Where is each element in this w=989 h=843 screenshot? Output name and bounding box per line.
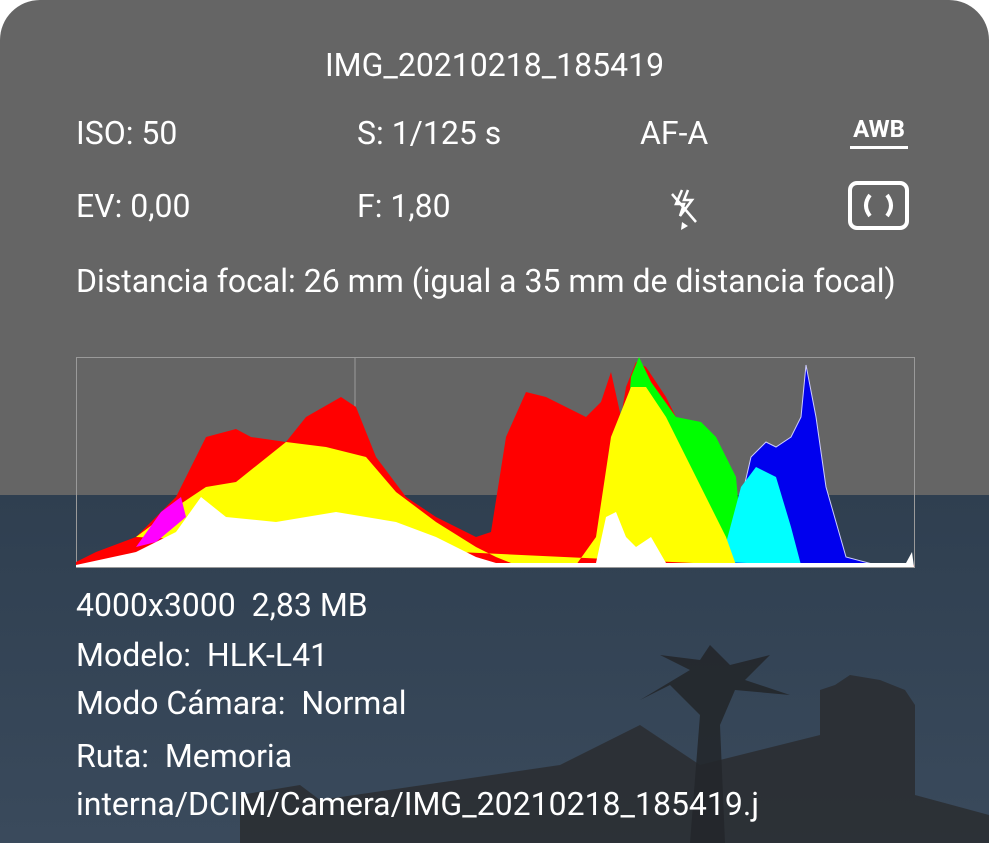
focus-mode: AF-A — [640, 114, 709, 152]
model: Modelo: HLK-L41 — [76, 636, 329, 674]
focal-length: Distancia focal: 26 mm (igual a 35 mm de… — [76, 262, 896, 300]
iso: ISO: 50 — [76, 114, 178, 152]
file-title: IMG_20210218_185419 — [324, 46, 665, 84]
histogram — [76, 357, 915, 568]
shutter: S: 1/125 s — [357, 114, 502, 152]
resolution-size: 4000x3000 2,83 MB — [76, 586, 368, 624]
white-balance: AWB — [850, 112, 908, 149]
exposure: EV: 0,00 — [76, 187, 191, 225]
camera-mode: Modo Cámara: Normal — [76, 684, 407, 722]
aperture: F: 1,80 — [357, 187, 451, 225]
flash-off-icon — [671, 189, 697, 230]
file-path: Ruta: Memoria interna/DCIM/Camera/IMG_20… — [76, 737, 759, 843]
metering-icon — [848, 181, 909, 230]
